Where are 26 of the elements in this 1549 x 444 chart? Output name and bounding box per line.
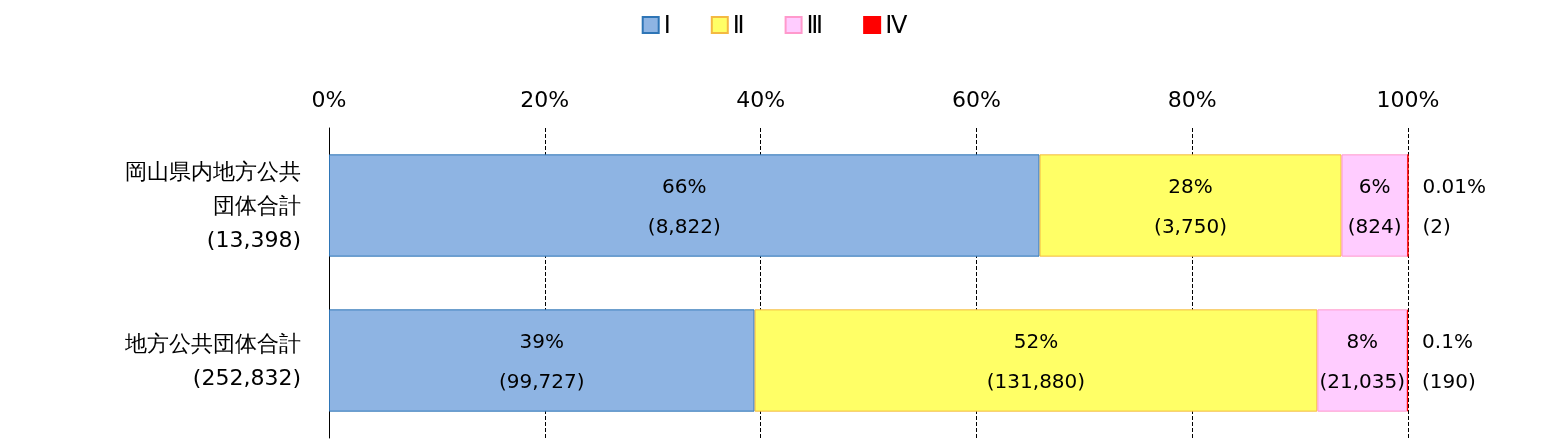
legend-label: Ⅳ	[885, 11, 908, 39]
data-label: 66% (8,822)	[647, 173, 721, 238]
bar	[1039, 154, 1342, 257]
x-tick-label: 80%	[1167, 86, 1217, 112]
data-label: 39% (99,727)	[498, 328, 585, 393]
data-label: 52% (131,880)	[986, 328, 1086, 393]
x-tick-label: 100%	[1376, 86, 1440, 112]
legend-label: Ⅱ	[732, 11, 745, 39]
y-tick-label: 地方公共団体合計(252,832)	[124, 331, 301, 390]
data-label: 0.1% (190)	[1422, 328, 1476, 393]
x-tick-label: 40%	[736, 86, 786, 112]
x-tick-label: 20%	[520, 86, 570, 112]
data-label: 6% (824)	[1347, 173, 1402, 238]
x-tick-label: 60%	[951, 86, 1001, 112]
data-label: 28% (3,750)	[1154, 173, 1227, 238]
y-tick-label: 岡山県内地方公共団体合計(13,398)	[125, 159, 301, 252]
x-tick-label: 0%	[311, 86, 347, 112]
bar	[1317, 309, 1408, 412]
data-label: 0.01% (2)	[1422, 173, 1486, 238]
legend-label: Ⅲ	[806, 11, 824, 39]
bar	[1341, 154, 1408, 257]
legend-label: Ⅰ	[663, 11, 671, 39]
data-label: 8% (21,035)	[1319, 328, 1406, 393]
bar	[329, 154, 1040, 257]
bar	[329, 309, 755, 412]
bar	[754, 309, 1318, 412]
